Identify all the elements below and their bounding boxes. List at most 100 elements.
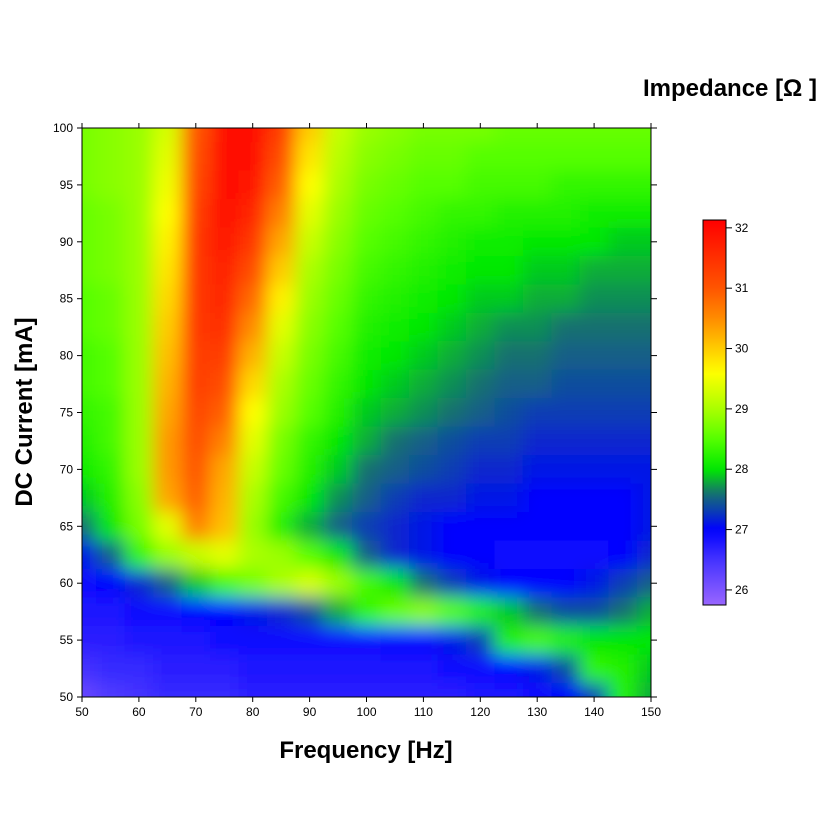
heatmap-cell (295, 170, 325, 200)
x-tick-label: 80 (246, 705, 260, 719)
heatmap-cell (437, 483, 467, 513)
heatmap-cell (266, 597, 296, 627)
heatmap-cell (153, 654, 183, 684)
heatmap-cell (466, 426, 496, 456)
heatmap-cell (181, 142, 211, 172)
heatmap-cell (522, 654, 552, 684)
heatmap-cell (636, 170, 651, 200)
heatmap-cell (608, 142, 638, 172)
heatmap-cell (96, 284, 126, 314)
y-tick-label: 100 (53, 121, 73, 135)
heatmap-cell (238, 568, 268, 598)
heatmap-cell (636, 483, 651, 513)
heatmap-cell (494, 540, 524, 570)
heatmap-cell (636, 256, 651, 285)
colorbar-tick-label: 28 (735, 462, 749, 476)
heatmap-cell (96, 512, 126, 542)
y-tick-label: 75 (60, 406, 74, 420)
x-tick-label: 120 (470, 705, 490, 719)
heatmap-cell (153, 170, 183, 200)
heatmap-cell (181, 625, 211, 655)
heatmap-cell (153, 341, 183, 371)
heatmap-cell (551, 540, 581, 570)
heatmap-cell (636, 284, 651, 314)
heatmap-cell (238, 142, 268, 172)
heatmap-cell (124, 284, 154, 314)
heatmap-cell (380, 128, 410, 143)
heatmap-cell (380, 284, 410, 314)
heatmap-cell (96, 597, 126, 627)
heatmap-cell (181, 284, 211, 314)
heatmap-cell (437, 512, 467, 542)
heatmap-cell (181, 199, 211, 229)
heatmap-cell (380, 426, 410, 456)
heatmap-cell (352, 568, 382, 598)
heatmap-cell (181, 568, 211, 598)
colorbar-title: Impedance [Ω ] (643, 75, 817, 102)
heatmap-cell (96, 682, 126, 697)
heatmap-cell (579, 227, 609, 257)
y-tick-label: 70 (60, 462, 74, 476)
heatmap-cell (494, 654, 524, 684)
heatmap-cell (409, 682, 439, 697)
heatmap-cell (82, 312, 97, 342)
heatmap-cell (494, 597, 524, 627)
heatmap-cell (238, 398, 268, 428)
heatmap-cell (82, 512, 97, 542)
heatmap-cell (551, 426, 581, 456)
heatmap-cell (124, 426, 154, 456)
heatmap-cell (266, 199, 296, 229)
heatmap-cell (380, 625, 410, 655)
heatmap-cell (352, 284, 382, 314)
heatmap-cell (323, 398, 353, 428)
heatmap-cell (466, 654, 496, 684)
heatmap-cell (409, 512, 439, 542)
heatmap-cell (238, 540, 268, 570)
heatmap-cell (522, 455, 552, 485)
heatmap-cell (295, 682, 325, 697)
heatmap-cell (380, 597, 410, 627)
y-tick-label: 60 (60, 576, 74, 590)
heatmap-cell (266, 625, 296, 655)
heatmap-cell (494, 284, 524, 314)
heatmap-cell (522, 256, 552, 285)
heatmap-cell (352, 398, 382, 428)
heatmap-cell (380, 170, 410, 200)
heatmap-cell (181, 170, 211, 200)
colorbar-tick-label: 30 (735, 342, 749, 356)
heatmap-cell (124, 142, 154, 172)
heatmap-cell (636, 455, 651, 485)
heatmap-cell (380, 512, 410, 542)
heatmap-cell (266, 398, 296, 428)
heatmap-cell (466, 568, 496, 598)
heatmap-cell (124, 597, 154, 627)
heatmap-cell (551, 227, 581, 257)
heatmap-cell (82, 142, 97, 172)
heatmap-cell (323, 199, 353, 229)
heatmap-cell (437, 256, 467, 285)
heatmap-cell (551, 654, 581, 684)
heatmap-cell (579, 568, 609, 598)
heatmap-cell (522, 597, 552, 627)
heatmap-cell (210, 483, 239, 513)
heatmap-cell (551, 256, 581, 285)
heatmap-cell (238, 256, 268, 285)
heatmap-cell (522, 398, 552, 428)
heatmap-cell (153, 128, 183, 143)
heatmap-cell (551, 483, 581, 513)
heatmap-cell (323, 540, 353, 570)
heatmap-cell (636, 312, 651, 342)
heatmap-cell (551, 341, 581, 371)
heatmap-cell (96, 227, 126, 257)
heatmap-cell (494, 227, 524, 257)
heatmap-cell (181, 341, 211, 371)
heatmap-cell (96, 128, 126, 143)
heatmap-cells (82, 128, 651, 697)
heatmap-cell (608, 654, 638, 684)
heatmap-cell (96, 540, 126, 570)
y-tick-label: 65 (60, 519, 74, 533)
heatmap-cell (323, 512, 353, 542)
heatmap-cell (153, 256, 183, 285)
heatmap-cell (352, 654, 382, 684)
heatmap-cell (181, 540, 211, 570)
